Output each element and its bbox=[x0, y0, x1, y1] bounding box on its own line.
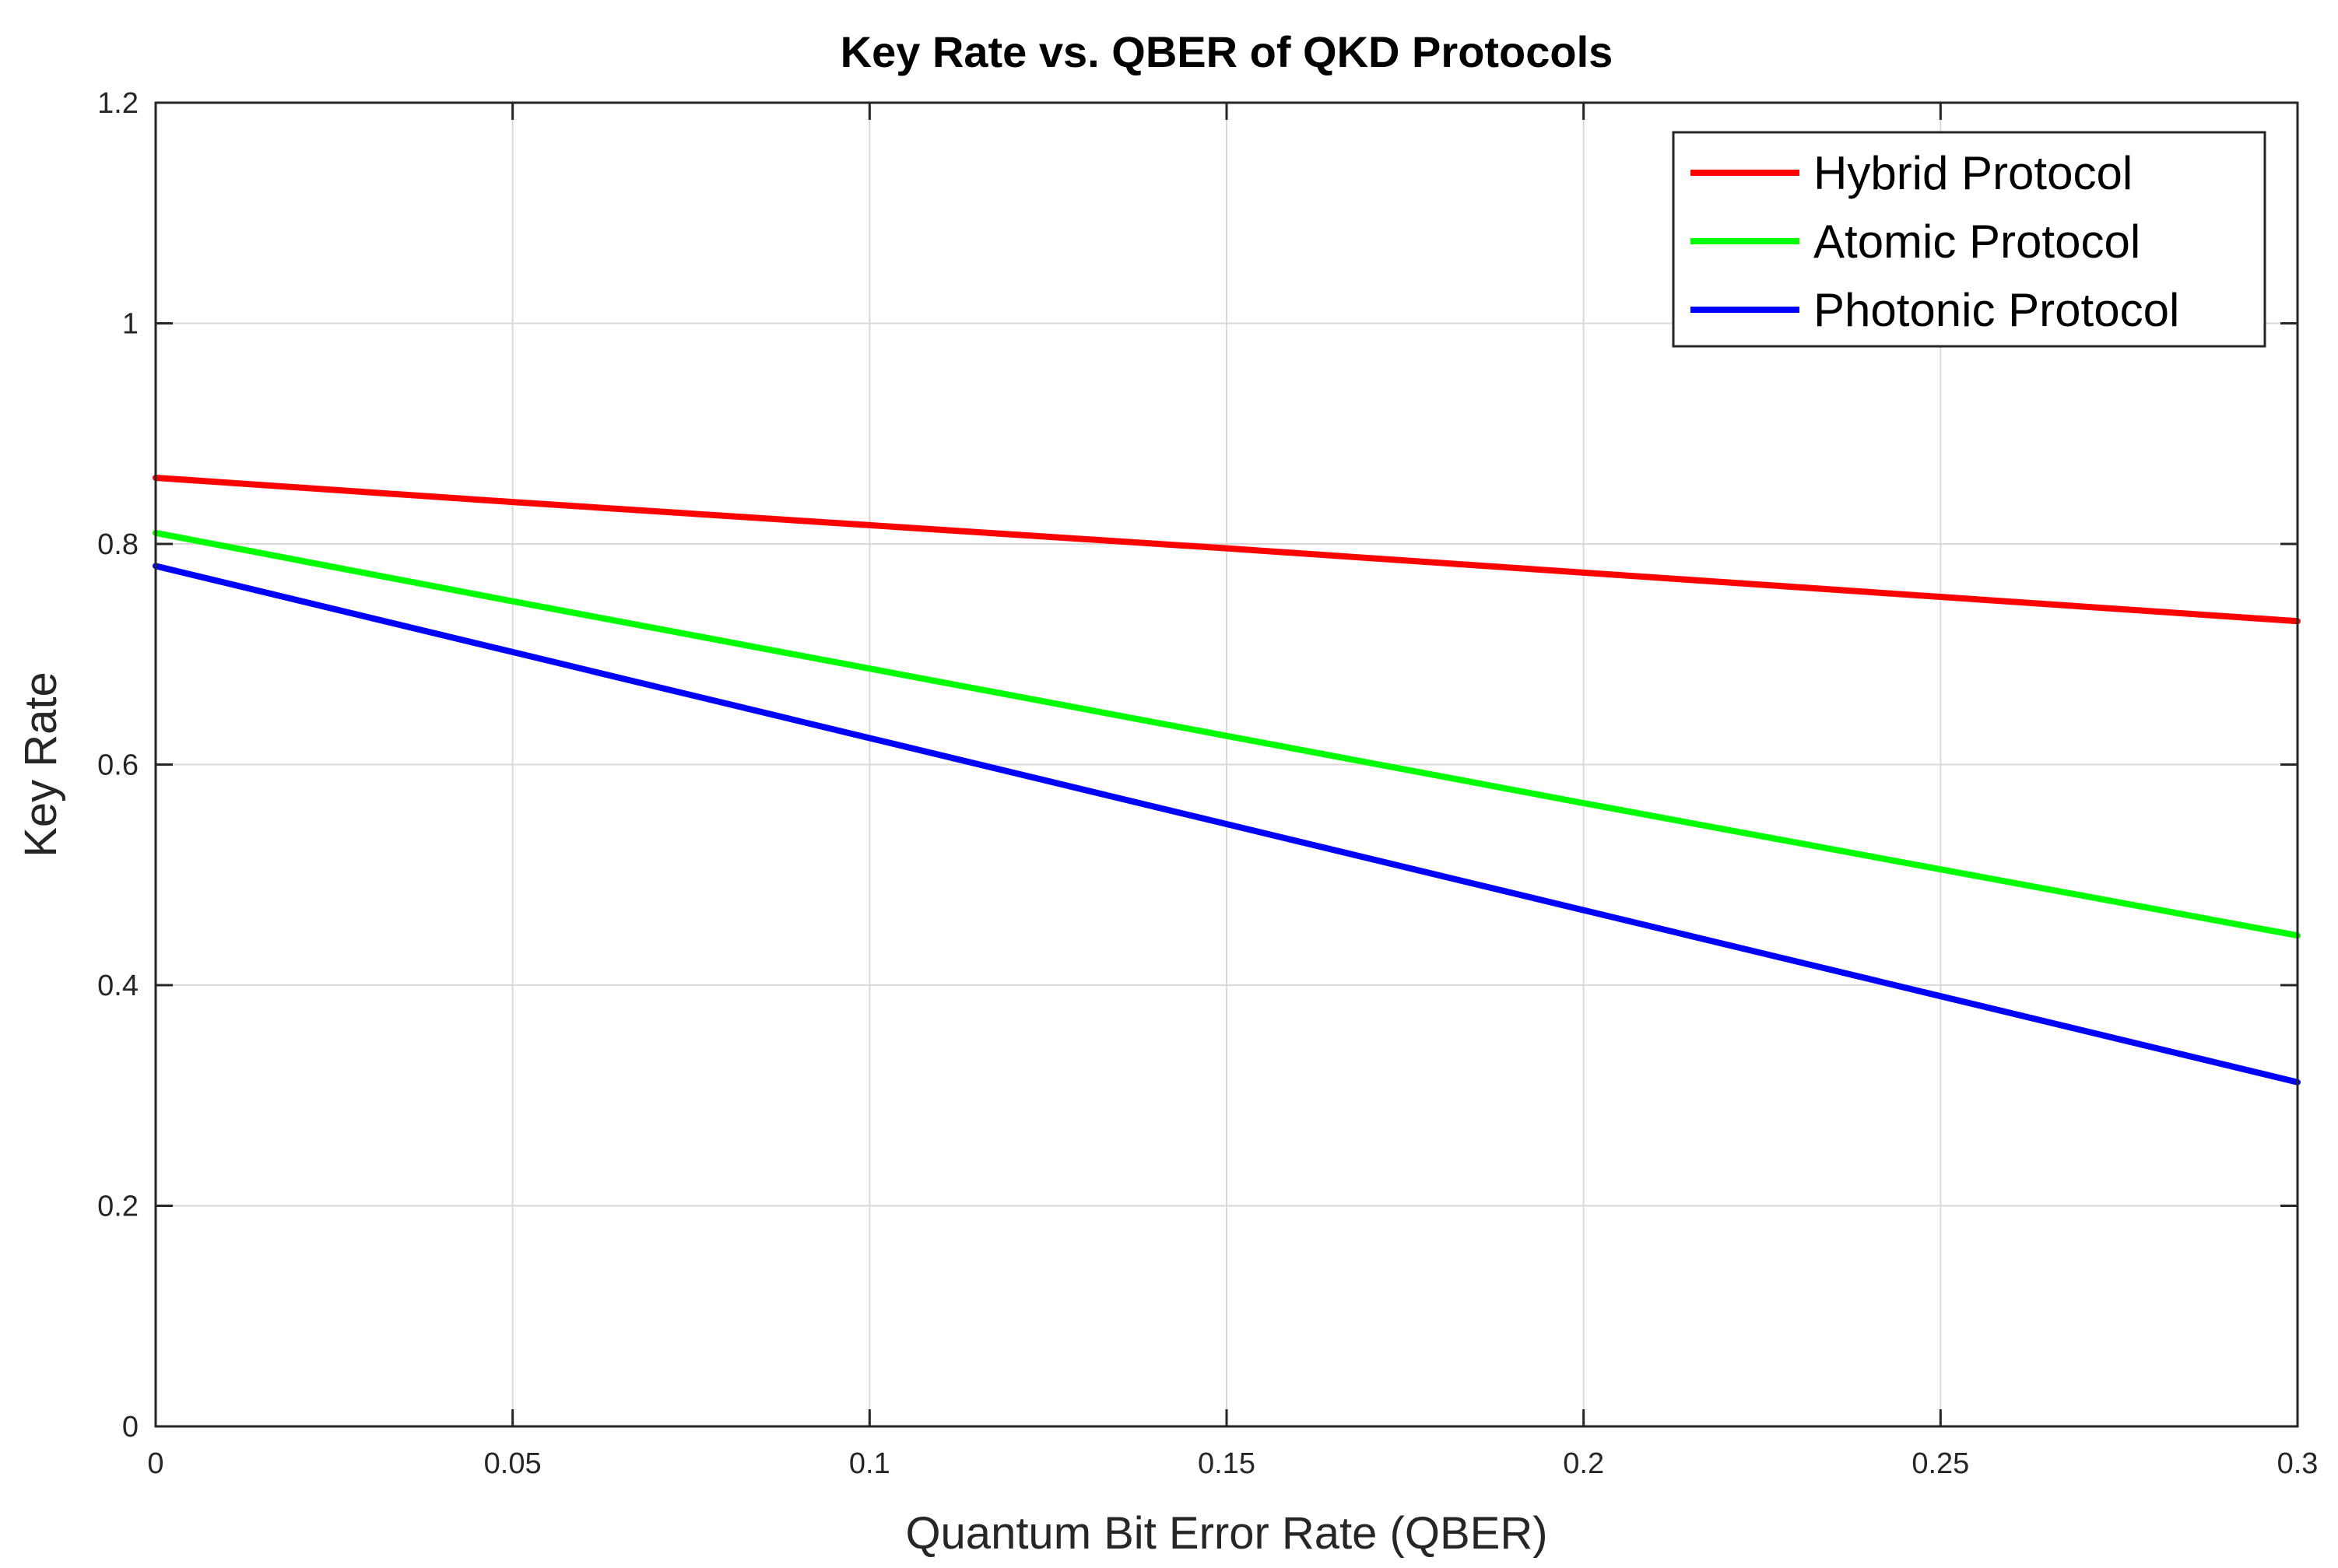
ticks: 0 0.05 0.1 0.15 0.2 0.25 0.3 0 0.2 0.4 0.6 0.8 1 1.2 bbox=[97, 87, 2318, 1480]
x-tick-label: 0.15 bbox=[1198, 1447, 1255, 1480]
x-axis-label: Quantum Bit Error Rate (QBER) bbox=[905, 1508, 1547, 1559]
y-tick-label: 0 bbox=[122, 1411, 139, 1443]
y-tick-label: 0.4 bbox=[97, 970, 139, 1002]
x-tick-label: 0.1 bbox=[849, 1447, 890, 1480]
x-tick-label: 0.3 bbox=[2277, 1447, 2319, 1480]
x-tick-label: 0.25 bbox=[1911, 1447, 1969, 1480]
x-tick-label: 0.05 bbox=[484, 1447, 542, 1480]
x-tick-label: 0 bbox=[147, 1447, 163, 1480]
legend-label-hybrid-protocol: Hybrid Protocol bbox=[1813, 147, 2133, 199]
series-line-hybrid-protocol bbox=[153, 474, 2301, 625]
legend-label-photonic-protocol: Photonic Protocol bbox=[1813, 284, 2179, 336]
y-tick-label: 0.6 bbox=[97, 749, 139, 782]
y-axis-label: Key Rate bbox=[16, 672, 66, 858]
chart-title: Key Rate vs. QBER of QKD Protocols bbox=[841, 27, 1613, 76]
y-tick-label: 1 bbox=[122, 308, 139, 341]
series-line-atomic-protocol bbox=[153, 529, 2301, 939]
y-tick-label: 1.2 bbox=[97, 87, 139, 120]
series-line-photonic-protocol bbox=[153, 563, 2301, 1086]
y-tick-label: 0.2 bbox=[97, 1191, 139, 1223]
y-tick-label: 0.8 bbox=[97, 528, 139, 561]
legend-label-atomic-protocol: Atomic Protocol bbox=[1813, 216, 2140, 268]
x-tick-label: 0.2 bbox=[1563, 1447, 1604, 1480]
series-layer bbox=[153, 474, 2301, 1086]
legend: Hybrid Protocol Atomic Protocol Photonic P… bbox=[1672, 131, 2266, 348]
